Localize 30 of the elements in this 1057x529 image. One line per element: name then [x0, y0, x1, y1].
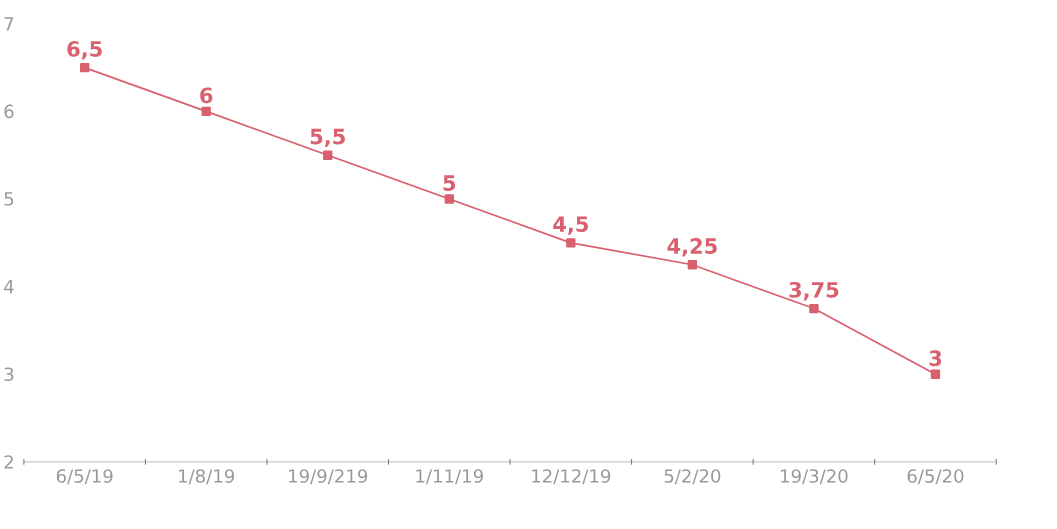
y-tick-label: 6	[4, 104, 14, 119]
point	[323, 150, 333, 160]
point	[809, 303, 819, 313]
data-label: 3	[929, 350, 942, 366]
data-label: 4,25	[667, 237, 717, 257]
y-tick-label: 4	[4, 279, 14, 293]
point	[201, 106, 211, 116]
data-label: 6	[200, 87, 213, 104]
data-label: 3,75	[789, 281, 839, 301]
point	[930, 369, 941, 379]
x-tick-label: 12/12/19	[532, 468, 611, 485]
point	[444, 194, 454, 204]
point	[566, 237, 576, 248]
x-tick-label: 6/5/20	[907, 468, 964, 485]
x-tick-label: 5/2/20	[664, 468, 721, 485]
data-label: 5,5	[310, 128, 345, 147]
y-tick-label: 2	[4, 454, 13, 469]
x-tick-label: 1/8/19	[179, 468, 235, 485]
x-tick-label: 1/11/19	[416, 468, 483, 485]
data-label: 4,5	[553, 216, 588, 235]
x-tick-label: 19/3/20	[781, 468, 848, 485]
y-tick-label: 3	[4, 367, 14, 381]
x-tick-label: 19/9/219	[289, 468, 368, 485]
y-tick-label: 7	[4, 16, 14, 31]
x-tick-label: 6/5/19	[56, 468, 113, 485]
point	[687, 259, 698, 270]
data-label: 6,5	[67, 40, 102, 60]
point	[80, 62, 90, 73]
data-label: 5	[443, 175, 456, 191]
y-tick-label: 5	[4, 192, 14, 206]
